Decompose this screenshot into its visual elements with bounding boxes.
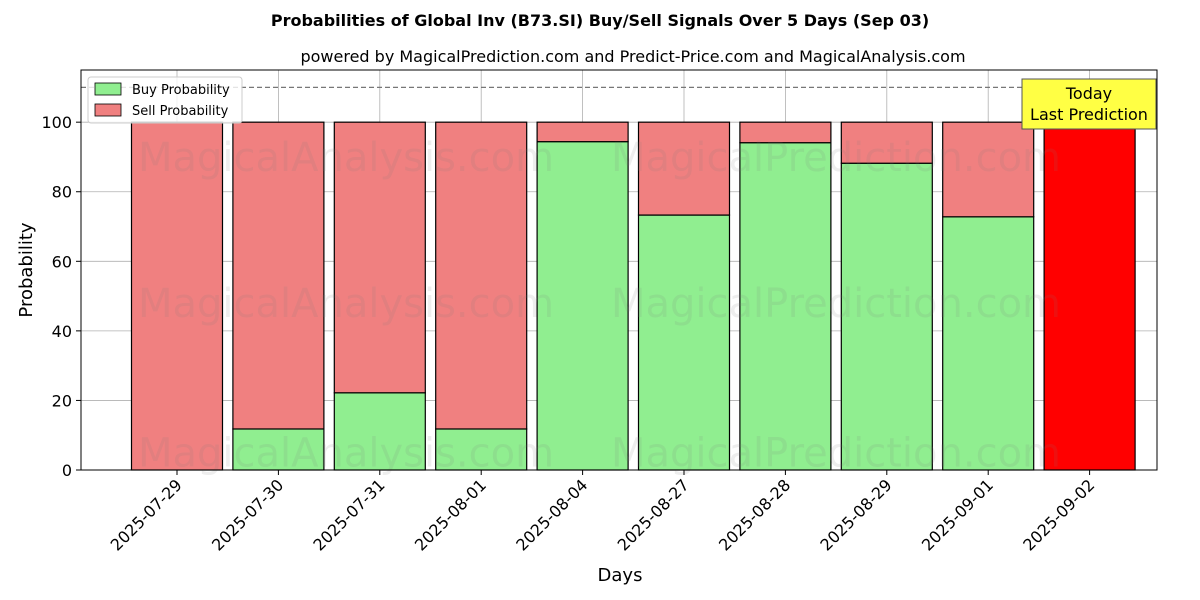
x-tick-label: 2025-08-27	[614, 475, 693, 554]
legend-label-buy: Buy Probability	[132, 83, 230, 98]
bar-buy	[840, 162, 933, 471]
y-axis-label: Probability	[16, 222, 37, 317]
y-tick-label: 60	[52, 252, 72, 271]
watermark: MagicalPrediction.com	[611, 135, 1061, 181]
plot-frame	[80, 69, 1158, 471]
bar-sell	[942, 121, 1035, 218]
bar-buy	[637, 214, 731, 471]
watermarks: MagicalAnalysis.com MagicalPrediction.com…	[138, 135, 1061, 477]
y-tick-label: 20	[52, 391, 72, 410]
annotation-box	[1021, 78, 1157, 130]
bar-buy	[739, 142, 832, 471]
bar-sell	[435, 121, 528, 430]
legend: Buy Probability Sell Probability	[87, 76, 243, 124]
x-tick-label: 2025-07-30	[208, 475, 287, 554]
watermark: MagicalAnalysis.com	[138, 431, 554, 477]
watermark: MagicalPrediction.com	[611, 281, 1061, 327]
x-tick-label: 2025-08-04	[512, 475, 591, 554]
y-tick-label: 100	[41, 113, 72, 132]
bar-sell	[232, 121, 325, 430]
y-axis: 0 20 40 60 80 100	[41, 113, 81, 480]
x-tick-label: 2025-08-29	[816, 475, 895, 554]
y-tick-label: 0	[62, 461, 72, 480]
legend-swatch-buy	[94, 82, 122, 96]
bar-sell	[536, 121, 629, 143]
x-tick-label: 2025-09-02	[1019, 475, 1098, 554]
watermark: MagicalAnalysis.com	[138, 135, 554, 181]
watermark: MagicalPrediction.com	[611, 431, 1061, 477]
bar-sell	[637, 121, 731, 216]
y-tick-label: 80	[52, 183, 72, 202]
bar-buy	[942, 216, 1035, 471]
bars	[130, 121, 1136, 471]
x-tick-label: 2025-07-29	[107, 475, 186, 554]
x-tick-label: 2025-07-31	[309, 475, 388, 554]
bar-sell	[840, 121, 933, 164]
annotation-line-1: Today	[1065, 84, 1112, 103]
x-axis: 2025-07-29 2025-07-30 2025-07-31 2025-08-01…	[107, 470, 1098, 555]
bar-sell	[130, 121, 224, 471]
x-tick-label: 2025-08-28	[715, 475, 794, 554]
legend-swatch-sell	[94, 103, 122, 117]
x-axis-label: Days	[598, 565, 643, 586]
chart-subtitle: powered by MagicalPrediction.com and Pre…	[300, 47, 965, 66]
today-annotation: Today Last Prediction	[1021, 78, 1157, 130]
bar-sell	[333, 121, 426, 394]
bar-sell	[1043, 121, 1136, 471]
legend-box	[87, 76, 243, 124]
bar-sell	[739, 121, 832, 144]
y-tick-label: 40	[52, 322, 72, 341]
bar-buy	[435, 428, 528, 471]
chart-title: Probabilities of Global Inv (B73.SI) Buy…	[271, 11, 929, 30]
watermark: MagicalAnalysis.com	[138, 281, 554, 327]
x-tick-label: 2025-09-01	[918, 475, 997, 554]
annotation-line-2: Last Prediction	[1030, 105, 1148, 124]
bar-buy	[333, 392, 426, 471]
x-tick-label: 2025-08-01	[411, 475, 490, 554]
legend-label-sell: Sell Probability	[132, 104, 229, 119]
